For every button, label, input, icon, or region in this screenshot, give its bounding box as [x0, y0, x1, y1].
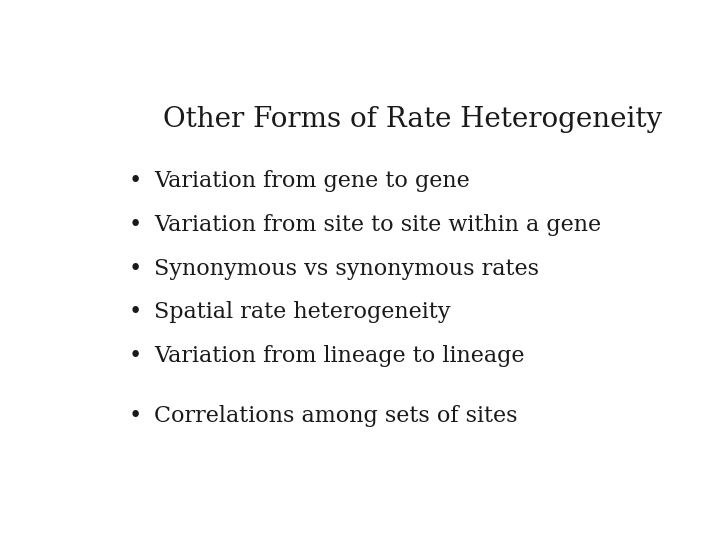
Text: •: • — [129, 170, 143, 192]
Text: •: • — [129, 258, 143, 280]
Text: Synonymous vs synonymous rates: Synonymous vs synonymous rates — [154, 258, 539, 280]
Text: Variation from site to site within a gene: Variation from site to site within a gen… — [154, 214, 601, 236]
Text: Correlations among sets of sites: Correlations among sets of sites — [154, 405, 518, 427]
Text: •: • — [129, 405, 143, 427]
Text: Variation from gene to gene: Variation from gene to gene — [154, 170, 470, 192]
Text: •: • — [129, 301, 143, 323]
Text: •: • — [129, 214, 143, 236]
Text: Other Forms of Rate Heterogeneity: Other Forms of Rate Heterogeneity — [163, 106, 662, 133]
Text: •: • — [129, 345, 143, 367]
Text: Spatial rate heterogeneity: Spatial rate heterogeneity — [154, 301, 451, 323]
Text: Variation from lineage to lineage: Variation from lineage to lineage — [154, 345, 525, 367]
